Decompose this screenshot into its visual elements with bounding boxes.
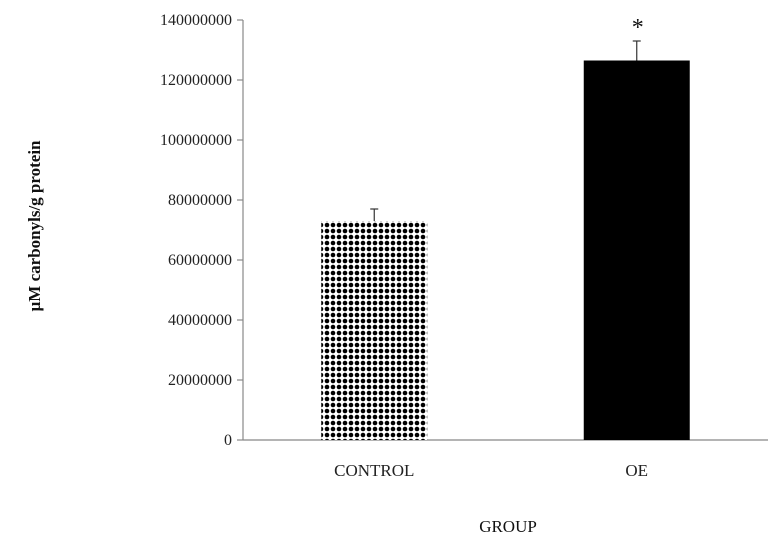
y-tick-label: 100000000 — [160, 132, 232, 149]
y-tick-label: 60000000 — [168, 252, 232, 269]
y-tick-label: 120000000 — [160, 72, 232, 89]
bar-oe — [583, 60, 690, 440]
bar-control — [321, 221, 428, 440]
y-tick-label: 0 — [224, 432, 232, 449]
y-tick-label: 20000000 — [168, 372, 232, 389]
x-axis-title: GROUP — [479, 517, 537, 536]
x-tick-label: OE — [625, 461, 648, 480]
plot-area: 0 20000000 40000000 60000000 80000000 1000000… — [160, 12, 768, 480]
y-tick-label: 40000000 — [168, 312, 232, 329]
x-tick-label: CONTROL — [334, 461, 414, 480]
y-axis-title: µM carbonyls/g protein — [25, 140, 44, 312]
y-tick-label: 80000000 — [168, 192, 232, 209]
y-tick-label: 140000000 — [160, 12, 232, 29]
significance-marker: * — [632, 15, 644, 41]
